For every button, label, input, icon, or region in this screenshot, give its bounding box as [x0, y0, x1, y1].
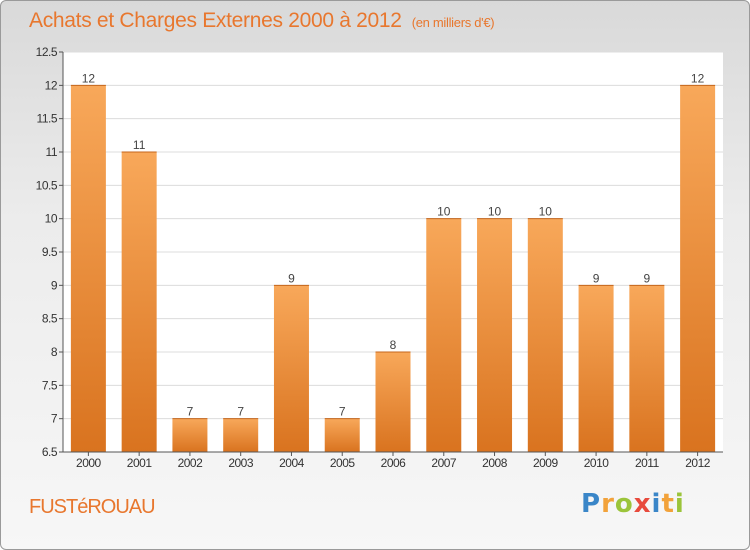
- data-label-2005: 7: [339, 405, 346, 419]
- bar-2012: [680, 85, 716, 452]
- y-tick-label: 8: [51, 345, 58, 359]
- data-label-2006: 8: [390, 338, 397, 352]
- bar-2008: [477, 218, 513, 452]
- logo-letter: P: [581, 489, 602, 519]
- logo-letter: t: [661, 489, 675, 519]
- logo-letter: i: [674, 489, 685, 519]
- bar-2003: [223, 418, 259, 452]
- logo-letter: r: [601, 489, 615, 519]
- y-tick-label: 7.5: [42, 378, 58, 392]
- data-label-2004: 9: [288, 271, 295, 285]
- x-tick-label-2010: 2010: [584, 456, 610, 470]
- y-tick-label: 10.5: [36, 178, 58, 192]
- data-label-2000: 12: [82, 71, 96, 85]
- bar-2006: [375, 352, 411, 452]
- bars: 12 11 7 7 9 7 8 10 10 10 9 9 12: [70, 71, 716, 452]
- y-tick-label: 8.5: [42, 312, 58, 326]
- x-tick-label-2004: 2004: [279, 456, 305, 470]
- data-label-2011: 9: [644, 271, 651, 285]
- data-label-2012: 12: [691, 71, 705, 85]
- data-label-2009: 10: [539, 205, 553, 219]
- data-label-2008: 10: [488, 205, 502, 219]
- bar-2002: [172, 418, 208, 452]
- data-label-2010: 9: [593, 271, 600, 285]
- title-text: Achats et Charges Externes 2000 à 2012: [29, 9, 402, 32]
- bar-2011: [629, 285, 665, 452]
- x-tick-label-2000: 2000: [76, 456, 102, 470]
- logo-letter: o: [614, 489, 634, 519]
- x-tick-label-2006: 2006: [381, 456, 407, 470]
- data-label-2002: 7: [187, 405, 194, 419]
- data-label-2001: 11: [133, 138, 146, 152]
- bar-2004: [273, 285, 309, 452]
- data-label-2003: 7: [237, 405, 244, 419]
- x-tick-label-2001: 2001: [127, 456, 153, 470]
- y-tick-label: 12: [45, 78, 58, 92]
- y-tick-label: 12.5: [36, 45, 58, 59]
- commune-name: FUSTéROUAU: [29, 496, 156, 518]
- proxiti-logo: Proxiti: [581, 489, 685, 519]
- y-tick-label: 11: [46, 145, 58, 159]
- x-tick-label-2007: 2007: [431, 456, 457, 470]
- y-tick-label: 7: [51, 412, 58, 426]
- logo-letter: i: [651, 489, 662, 519]
- bar-2009: [527, 218, 563, 452]
- bar-2000: [70, 85, 106, 452]
- x-tick-label-2012: 2012: [685, 456, 711, 470]
- data-label-2007: 10: [437, 205, 451, 219]
- bar-2001: [121, 152, 157, 452]
- y-tick-label: 11.5: [37, 112, 58, 126]
- x-axis: 2000 2001 2002 2003 2004 2005 2006 2007 2008 2009…: [76, 452, 711, 470]
- chart-title: Achats et Charges Externes 2000 à 2012 (e…: [29, 9, 495, 33]
- x-tick-label-2011: 2011: [635, 456, 660, 470]
- bar-2007: [426, 218, 462, 452]
- x-tick-label-2009: 2009: [533, 456, 559, 470]
- y-tick-label: 9.5: [42, 245, 58, 259]
- logo-letter: x: [633, 489, 652, 519]
- y-tick-label: 6.5: [42, 445, 58, 459]
- unit-label: (en milliers d'€): [411, 15, 495, 30]
- y-tick-label: 9: [51, 278, 58, 292]
- y-axis: 6.5 7 7.5 8 8.5 9 9.5 10 10.5 11 11.5 12 12.5: [36, 45, 63, 459]
- x-tick-label-2003: 2003: [228, 456, 254, 470]
- x-tick-label-2002: 2002: [178, 456, 204, 470]
- bar-2005: [324, 418, 360, 452]
- bar-2010: [578, 285, 614, 452]
- y-tick-label: 10: [45, 212, 58, 226]
- x-tick-label-2008: 2008: [482, 456, 508, 470]
- x-tick-label-2005: 2005: [330, 456, 356, 470]
